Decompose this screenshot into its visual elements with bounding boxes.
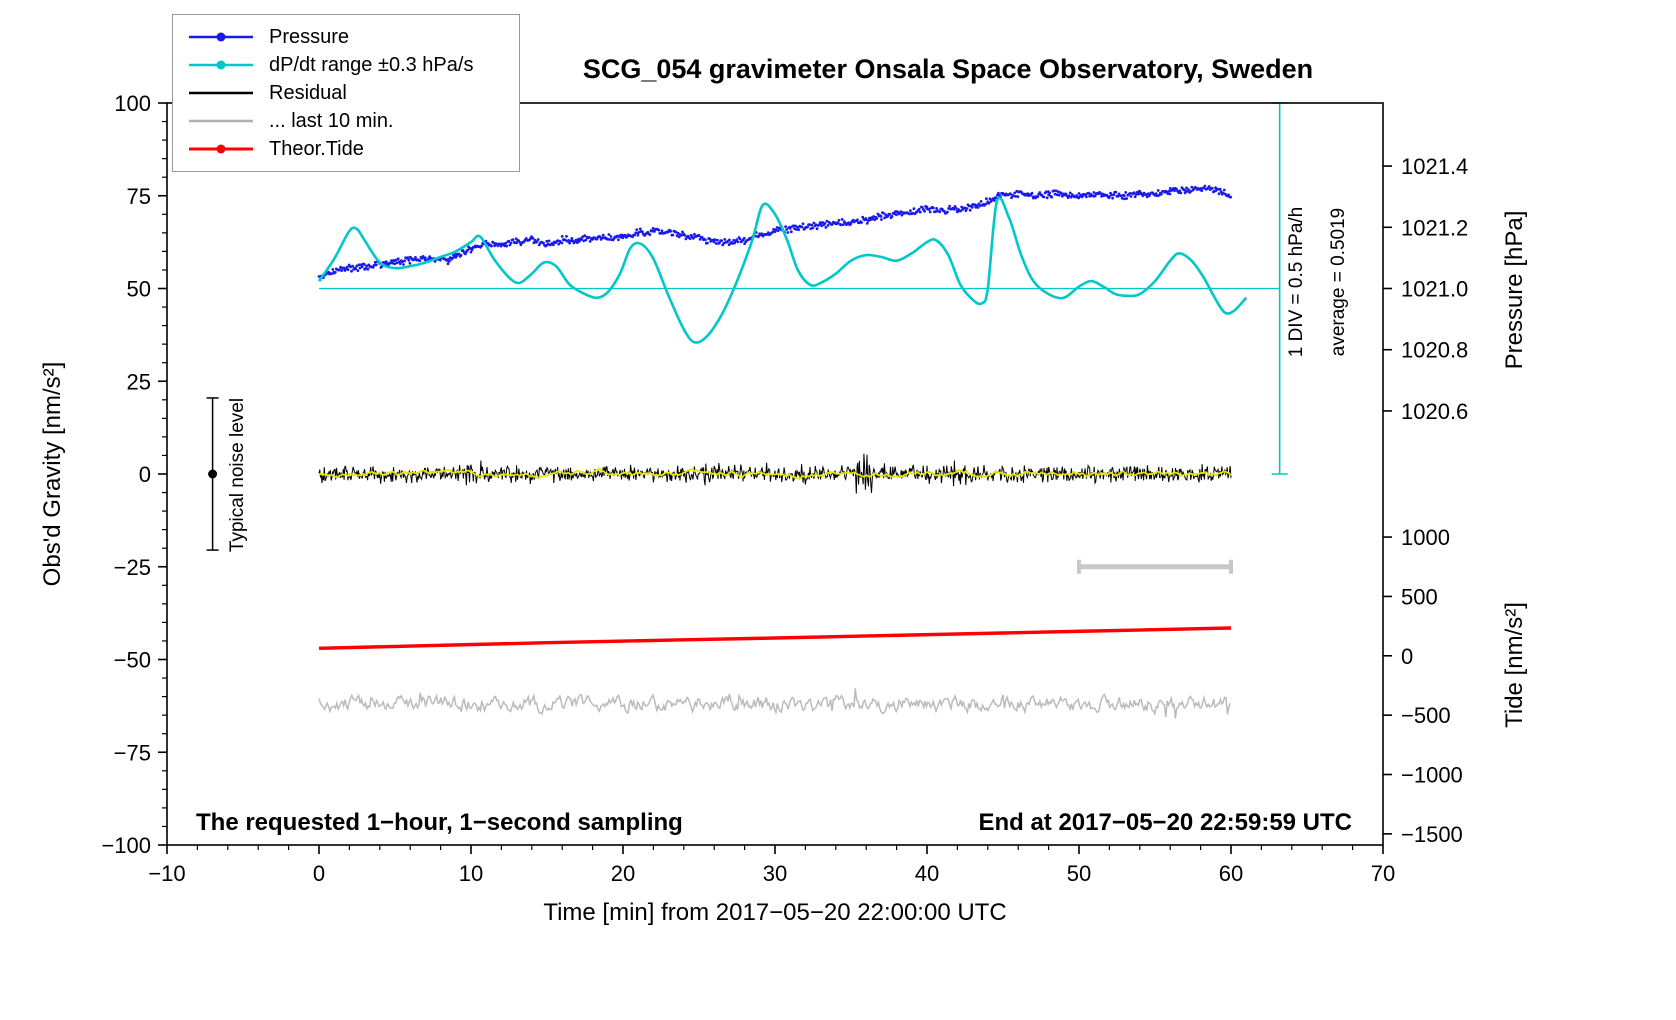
- legend-item-dpdt: dP/dt range ±0.3 hPa/s: [173, 51, 519, 79]
- legend-item-pressure: Pressure: [173, 23, 519, 51]
- y-tick-label: −50: [114, 648, 151, 673]
- average-annotation: average = 0.5019: [1328, 208, 1349, 356]
- pressure-line-icon: [173, 29, 269, 45]
- y-axis-title-pressure: Pressure [hPa]: [1501, 211, 1528, 370]
- legend-label: Residual: [269, 81, 347, 104]
- legend-item-last10: ... last 10 min.: [173, 107, 519, 135]
- chart-title: SCG_054 gravimeter Onsala Space Observat…: [583, 54, 1313, 84]
- dpdt-line-icon: [173, 57, 269, 73]
- noise-level-annotation: Typical noise level: [227, 398, 248, 552]
- y-tick-label: −25: [114, 555, 151, 580]
- chart-layers: −10 0 10 20 30 40 50 60 70−100−75−50−25025507510…: [101, 91, 1468, 886]
- series-residual: [318, 453, 1232, 494]
- tide-tick-label: −500: [1401, 703, 1451, 728]
- tide-tick-label: 500: [1401, 584, 1438, 609]
- pressure-tick-label: 1020.6: [1401, 399, 1468, 424]
- pressure-tick-label: 1021.0: [1401, 277, 1468, 302]
- legend-label: Theor.Tide: [269, 137, 364, 160]
- y-axis-title-left: Obs'd Gravity [nm/s²]: [39, 362, 66, 587]
- series-pressure: [317, 184, 1233, 282]
- x-tick-label: 0: [313, 861, 325, 886]
- y-tick-label: −75: [114, 740, 151, 765]
- y-tick-label: 0: [139, 462, 151, 487]
- legend-item-theor-tide: Theor.Tide: [173, 135, 519, 163]
- pressure-tick-label: 1021.4: [1401, 154, 1468, 179]
- x-tick-label: 70: [1371, 861, 1395, 886]
- residual-line-icon: [173, 85, 269, 101]
- pressure-tick-label: 1020.8: [1401, 338, 1468, 363]
- y-tick-label: 25: [127, 369, 151, 394]
- x-tick-label: 30: [763, 861, 787, 886]
- noise-level-dot: [208, 469, 218, 479]
- div-annotation: 1 DIV = 0.5 hPa/h: [1286, 207, 1307, 358]
- legend-item-residual: Residual: [173, 79, 519, 107]
- x-tick-label: 60: [1219, 861, 1243, 886]
- tide-tick-label: −1000: [1401, 763, 1463, 788]
- legend-label: Pressure: [269, 25, 350, 48]
- x-tick-label: −10: [148, 861, 185, 886]
- x-tick-label: 20: [611, 861, 635, 886]
- theor-tide-line-icon: [173, 141, 269, 157]
- x-tick-label: 10: [459, 861, 483, 886]
- x-axis-title: Time [min] from 2017−05−20 22:00:00 UTC: [543, 899, 1006, 926]
- legend-label: ... last 10 min.: [269, 109, 394, 132]
- legend-label: dP/dt range ±0.3 hPa/s: [269, 53, 474, 76]
- last10-line-icon: [173, 113, 269, 129]
- y-tick-label: 75: [127, 184, 151, 209]
- series-last10: [318, 688, 1231, 719]
- legend-box: Pressure dP/dt range ±0.3 hPa/s Residual…: [172, 14, 520, 172]
- sampling-note: The requested 1−hour, 1−second sampling: [196, 809, 683, 836]
- y-tick-label: −100: [101, 833, 151, 858]
- pressure-tick-label: 1021.2: [1401, 215, 1468, 240]
- tide-tick-label: 1000: [1401, 525, 1450, 550]
- y-axis-title-tide: Tide [nm/s²]: [1501, 602, 1528, 728]
- x-tick-label: 40: [915, 861, 939, 886]
- series-dpdt: [317, 196, 1248, 344]
- end-time-note: End at 2017−05−20 22:59:59 UTC: [978, 809, 1352, 836]
- tide-tick-label: 0: [1401, 644, 1413, 669]
- series-residual-smooth: [318, 467, 1232, 480]
- y-tick-label: 100: [114, 91, 151, 116]
- tide-tick-label: −1500: [1401, 822, 1463, 847]
- x-tick-label: 50: [1067, 861, 1091, 886]
- series-theor-tide: [318, 626, 1232, 650]
- y-tick-label: 50: [127, 277, 151, 302]
